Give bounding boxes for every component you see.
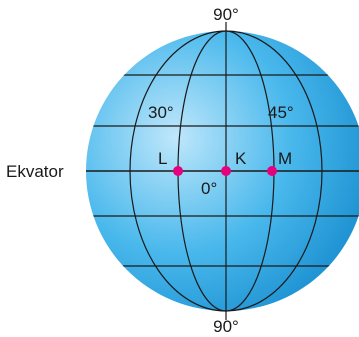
point-k-marker — [221, 166, 231, 176]
meridian-45-label: 45° — [268, 103, 294, 122]
equator-points — [173, 166, 277, 176]
point-l-label: L — [158, 149, 167, 168]
equator-label: Ekvator — [6, 162, 64, 181]
point-l-marker — [173, 166, 183, 176]
prime-meridian-label: 0° — [201, 179, 217, 198]
point-k-label: K — [235, 149, 247, 168]
point-m-marker — [267, 166, 277, 176]
north-pole-label: 90° — [213, 5, 239, 24]
meridian-30-label: 30° — [148, 103, 174, 122]
point-m-label: M — [278, 149, 292, 168]
south-pole-label: 90° — [213, 317, 239, 336]
